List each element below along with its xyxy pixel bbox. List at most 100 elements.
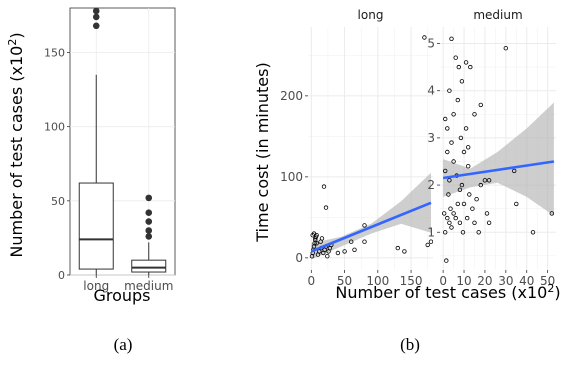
facet-strip [308, 5, 433, 27]
scatter-point [549, 211, 554, 216]
box-outlier [92, 22, 100, 30]
panel-a-y-tick-label: 50 [51, 195, 65, 208]
scatter-point [395, 245, 400, 251]
facet-y-tick-label: 4 [427, 84, 435, 98]
facet-strip-label: long [358, 8, 384, 22]
facet-x-tick-label: 50 [540, 274, 555, 288]
facet-y-tick-label: 200 [280, 89, 303, 103]
facet-y-tick-label: 3 [427, 131, 435, 145]
scatter-point [459, 182, 465, 188]
scatter-point [530, 230, 536, 235]
panel-a-x-axis-label: Groups [93, 286, 150, 305]
box-outlier [92, 7, 100, 15]
scatter-point [486, 220, 492, 225]
scatter-point [362, 223, 367, 228]
scatter-point [325, 254, 330, 259]
scatter-point [313, 236, 318, 241]
scatter-point [425, 242, 430, 248]
facet-long: long 0 50 100 150 0 100 200 [280, 5, 433, 288]
scatter-point [342, 249, 347, 254]
facet-x-tick-label: 150 [400, 274, 423, 288]
regression-line [310, 201, 432, 253]
scatter-point [402, 249, 407, 254]
scatter-point [335, 250, 341, 256]
box-long [78, 7, 114, 275]
scatter-point [448, 206, 453, 211]
scatter-point [444, 258, 449, 263]
panel-b-y-axis-label: Time cost (in minutes) [253, 62, 272, 242]
scatter-point [457, 187, 463, 192]
scatter-point [443, 168, 448, 174]
scatter-point [352, 247, 357, 252]
box-iqr [131, 259, 167, 273]
scatter-point [472, 112, 477, 117]
panel-a-boxplot: 0 50 100 150 long medium Number of test case… [6, 7, 176, 354]
scatter-point [456, 64, 461, 70]
scatter-point [453, 55, 458, 60]
panel-a-y-tick-label: 150 [44, 47, 65, 60]
scatter-point [323, 205, 329, 210]
box-outlier [145, 233, 153, 240]
scatter-point [459, 79, 465, 84]
scatter-point [461, 149, 467, 155]
scatter-point [317, 249, 322, 254]
confidence-band [443, 102, 554, 216]
scatter-point [466, 163, 471, 169]
panel-a-x-tick-label: long [83, 279, 109, 293]
box-iqr [78, 182, 114, 270]
scatter-point [476, 230, 481, 235]
scatter-point [478, 102, 483, 108]
regression-line [442, 160, 555, 180]
scatter-point [466, 145, 471, 150]
scatter-point [463, 60, 469, 65]
scatter-point [474, 196, 479, 202]
box-outlier [145, 194, 153, 202]
scatter-point [470, 206, 475, 211]
scatter-point [472, 220, 477, 225]
scatter-point [445, 215, 450, 221]
scatter-point [314, 241, 319, 246]
facet-x-tick-label: 100 [366, 274, 389, 288]
panel-a-y-tick-label: 100 [44, 121, 65, 134]
scatter-point [319, 236, 325, 241]
scatter-point [514, 201, 519, 207]
box-medium [131, 194, 167, 275]
panel-a-y-axis-label: Number of test cases (x102) [6, 32, 26, 257]
scatter-point [443, 230, 448, 235]
facet-x-tick-label: 50 [337, 274, 352, 288]
scatter-point [451, 112, 456, 117]
scatter-point [321, 184, 327, 189]
facet-x-tick-label: 0 [308, 274, 316, 288]
scatter-point [449, 140, 454, 145]
box-outlier [92, 13, 100, 21]
scatter-point [453, 215, 458, 221]
scatter-point [349, 239, 354, 244]
scatter-point [467, 192, 472, 197]
box-outlier [145, 209, 153, 216]
facet-x-tick-label: 40 [519, 274, 534, 288]
scatter-point [447, 220, 452, 225]
scatter-point [311, 231, 317, 236]
scatter-point [428, 239, 433, 244]
panel-a-x-tick-label: medium [124, 279, 173, 293]
scatter-point [422, 35, 427, 40]
facet-y-tick-label: 0 [295, 251, 303, 265]
facet-strip-label: medium [473, 8, 522, 22]
facet-medium: medium 0 10 20 30 40 50 1 2 3 4 5 [427, 5, 556, 288]
scatter-point [443, 116, 448, 122]
scatter-point [447, 88, 452, 93]
box-outlier [145, 218, 153, 225]
facet-x-tick-label: 0 [439, 274, 447, 288]
box-outlier [145, 227, 153, 234]
scatter-point [458, 135, 464, 141]
panel-a-caption: (a) [114, 335, 133, 354]
facet-y-tick-label: 100 [280, 170, 303, 184]
facet-x-tick-label: 10 [456, 274, 471, 288]
scatter-point [445, 149, 450, 155]
panel-a-y-tick-label: 0 [58, 269, 65, 282]
facet-y-tick-label: 5 [427, 37, 435, 51]
scatter-point [362, 239, 367, 244]
facet-y-tick-label: 2 [427, 178, 435, 192]
scatter-point [451, 211, 456, 216]
